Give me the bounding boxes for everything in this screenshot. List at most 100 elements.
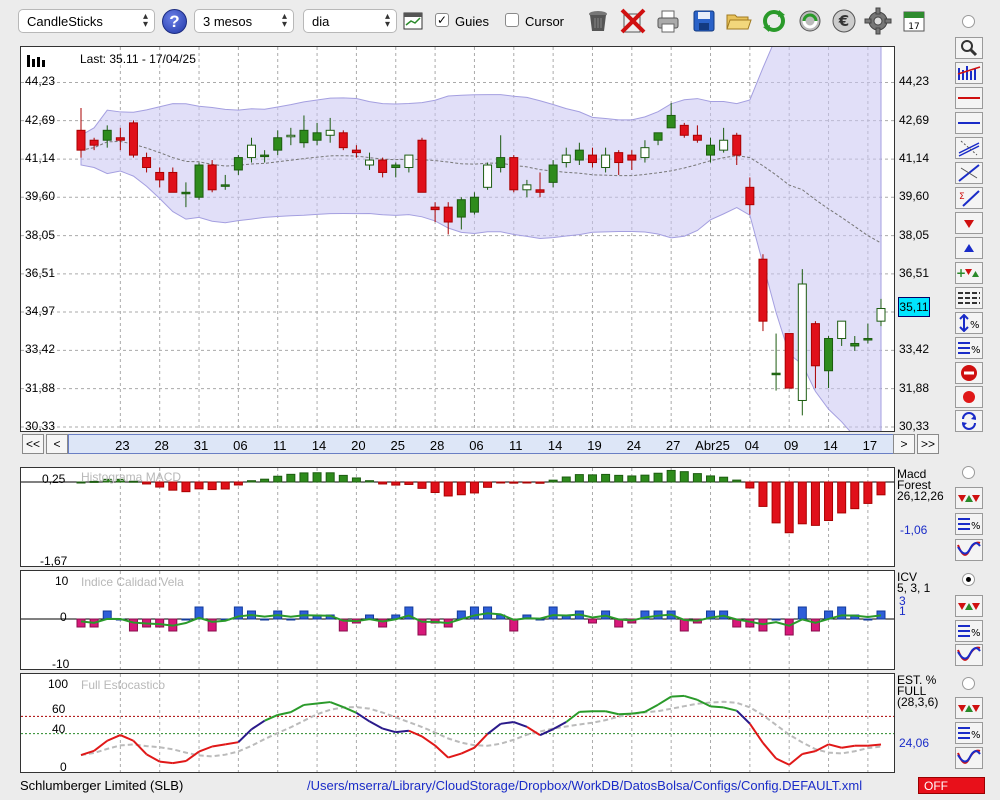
delete-icon[interactable] [619, 7, 647, 35]
red-green-arrows-icon[interactable] [955, 595, 983, 617]
dashed-lines-icon[interactable] [955, 287, 983, 309]
candle-body [273, 137, 283, 151]
print-icon[interactable] [654, 7, 682, 35]
icv-bar [417, 618, 427, 636]
stoch-k-segment [146, 753, 161, 763]
zoom-icon[interactable] [955, 37, 983, 59]
calendar-table-icon[interactable] [400, 7, 426, 35]
trash-icon[interactable] [584, 7, 612, 35]
macd-bar [850, 481, 860, 510]
help-button[interactable]: ? [162, 9, 187, 34]
stochastic-panel[interactable]: Full Estocastico [20, 673, 895, 773]
date-label: 11 [509, 438, 523, 453]
macd-bar [142, 481, 152, 485]
candle-chart-icon[interactable] [955, 62, 983, 84]
price-panel-radio[interactable] [962, 15, 975, 28]
red-green-arrows-icon[interactable] [955, 487, 983, 509]
date-label: Abr25 [695, 438, 730, 453]
arrow-up-blue-icon[interactable] [955, 237, 983, 259]
stoch-k-segment [132, 740, 148, 756]
icv-bar [640, 610, 650, 620]
candle-body [850, 342, 860, 347]
macd-bar [614, 474, 624, 483]
macd-bar [168, 481, 178, 491]
candle-body [614, 152, 624, 164]
candle-body [797, 283, 807, 401]
candle-body [719, 139, 729, 151]
lines-percent-icon[interactable]: % [955, 722, 983, 744]
price-chart[interactable] [21, 47, 894, 431]
chart-type-select[interactable]: CandleSticks ▴ ▾ [18, 9, 155, 33]
icv-bar [837, 606, 847, 620]
horizontal-red-line-icon[interactable] [955, 87, 983, 109]
macd-bar [338, 474, 348, 483]
trendline-icon[interactable] [955, 162, 983, 184]
stoch-k-segment [382, 727, 397, 734]
date-axis[interactable]: 23 28 31 06 11 14 20 25 28 06 11 14 19 24 27 Abr25 04 09 1… [68, 434, 913, 454]
svg-text:%: % [970, 320, 980, 331]
macd-bar [876, 481, 886, 496]
lines-percent-icon[interactable]: % [955, 620, 983, 642]
interval-select[interactable]: dia ▴ ▾ [303, 9, 397, 33]
no-entry-icon[interactable] [955, 362, 983, 384]
macd-bar [810, 481, 820, 526]
stoch-right-title: EST. % [897, 673, 937, 687]
macd-y-bottom: -1,67 [40, 554, 68, 568]
save-icon[interactable] [690, 7, 718, 35]
arrow-down-red-icon[interactable] [955, 212, 983, 234]
icv-bar [797, 606, 807, 620]
cursor-checkbox[interactable] [505, 13, 519, 27]
macd-bar [574, 474, 584, 483]
icv-panel[interactable]: Indice Calidad Vela [20, 570, 895, 670]
stoch-k-segment [579, 710, 593, 713]
vertical-percent-icon[interactable]: % [955, 312, 983, 334]
guides-checkbox[interactable]: ✓ [435, 13, 449, 27]
macd-panel[interactable]: Histograma MACD [20, 467, 895, 567]
chart-type-value: CandleSticks [27, 14, 103, 29]
stoch-k-segment [749, 723, 764, 744]
icv-panel-radio[interactable] [962, 573, 975, 586]
macd-bar [404, 481, 414, 485]
stoch-k-segment [696, 698, 711, 708]
price-y-tick-left: 44,23 [25, 74, 56, 89]
calendar-icon[interactable]: 17 [900, 7, 928, 35]
off-toggle-button[interactable]: OFF [918, 777, 985, 794]
oscillator-curve-icon[interactable] [955, 747, 983, 769]
lines-percent-icon[interactable]: % [955, 337, 983, 359]
price-chart-panel[interactable]: Last: 35.11 - 17/04/25 [20, 46, 895, 432]
price-y-tick-right: 36,51 [899, 265, 930, 280]
oscillator-curve-icon[interactable] [955, 644, 983, 666]
macd-bar [260, 478, 270, 483]
nav-last-button[interactable]: >> [917, 434, 939, 454]
channel-icon[interactable] [955, 137, 983, 159]
gear-icon[interactable] [864, 7, 892, 35]
last-price-label: Last: 35.11 - 17/04/25 [80, 52, 196, 66]
stoch-k-segment [644, 703, 659, 713]
period-select[interactable]: 3 mesos ▴ ▾ [194, 9, 294, 33]
icv-bar [771, 618, 781, 621]
euro-icon[interactable]: € [830, 7, 858, 35]
nav-prev-button[interactable]: < [46, 434, 68, 454]
sync-icon[interactable] [796, 7, 824, 35]
refresh-icon[interactable] [760, 7, 788, 35]
macd-panel-radio[interactable] [962, 466, 975, 479]
config-path-link[interactable]: /Users/mserra/Library/CloudStorage/Dropb… [307, 778, 863, 793]
price-y-tick-left: 41,14 [25, 151, 56, 166]
open-folder-icon[interactable] [725, 7, 753, 35]
horizontal-blue-line-icon[interactable] [955, 112, 983, 134]
cycle-icon[interactable] [955, 410, 983, 432]
oscillator-curve-icon[interactable] [955, 539, 983, 561]
macd-bar [745, 481, 755, 489]
red-green-arrows-icon[interactable] [955, 697, 983, 719]
lines-percent-icon[interactable]: % [955, 513, 983, 535]
record-icon[interactable] [955, 386, 983, 408]
fibonacci-icon[interactable]: Σ [955, 187, 983, 209]
nav-first-button[interactable]: << [22, 434, 44, 454]
nav-next-button[interactable]: > [893, 434, 915, 454]
stochastic-panel-radio[interactable] [962, 677, 975, 690]
macd-bar [732, 479, 742, 483]
add-remove-arrows-icon[interactable]: + [955, 262, 983, 284]
price-y-tick-right: 44,23 [899, 74, 930, 89]
svg-text:€: € [838, 12, 849, 30]
macd-bar [325, 472, 335, 483]
